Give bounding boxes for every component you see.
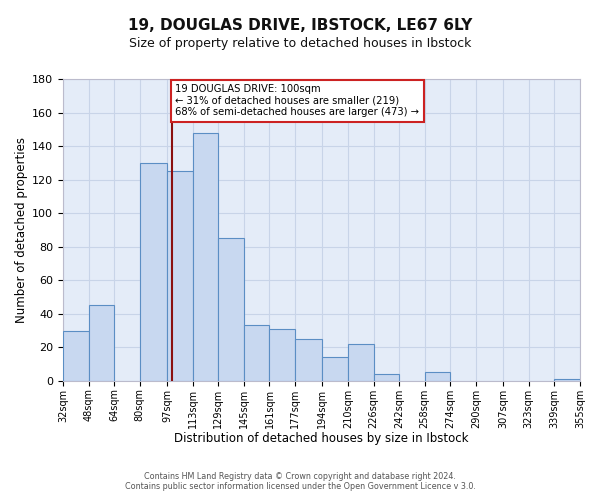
Bar xyxy=(244,326,269,381)
Bar xyxy=(167,171,193,381)
Bar xyxy=(218,238,244,381)
Text: Size of property relative to detached houses in Ibstock: Size of property relative to detached ho… xyxy=(129,38,471,51)
Bar xyxy=(374,374,399,381)
Text: Contains public sector information licensed under the Open Government Licence v : Contains public sector information licen… xyxy=(125,482,475,491)
Bar xyxy=(554,379,580,381)
Bar xyxy=(193,132,218,381)
Text: Contains HM Land Registry data © Crown copyright and database right 2024.: Contains HM Land Registry data © Crown c… xyxy=(144,472,456,481)
Bar xyxy=(140,163,167,381)
Text: 19, DOUGLAS DRIVE, IBSTOCK, LE67 6LY: 19, DOUGLAS DRIVE, IBSTOCK, LE67 6LY xyxy=(128,18,472,32)
Bar xyxy=(89,306,114,381)
Bar xyxy=(425,372,451,381)
X-axis label: Distribution of detached houses by size in Ibstock: Distribution of detached houses by size … xyxy=(174,432,469,445)
Text: 19 DOUGLAS DRIVE: 100sqm
← 31% of detached houses are smaller (219)
68% of semi-: 19 DOUGLAS DRIVE: 100sqm ← 31% of detach… xyxy=(175,84,419,117)
Bar xyxy=(63,330,89,381)
Bar xyxy=(269,329,295,381)
Bar xyxy=(322,358,348,381)
Bar xyxy=(348,344,374,381)
Bar xyxy=(295,339,322,381)
Y-axis label: Number of detached properties: Number of detached properties xyxy=(15,137,28,323)
